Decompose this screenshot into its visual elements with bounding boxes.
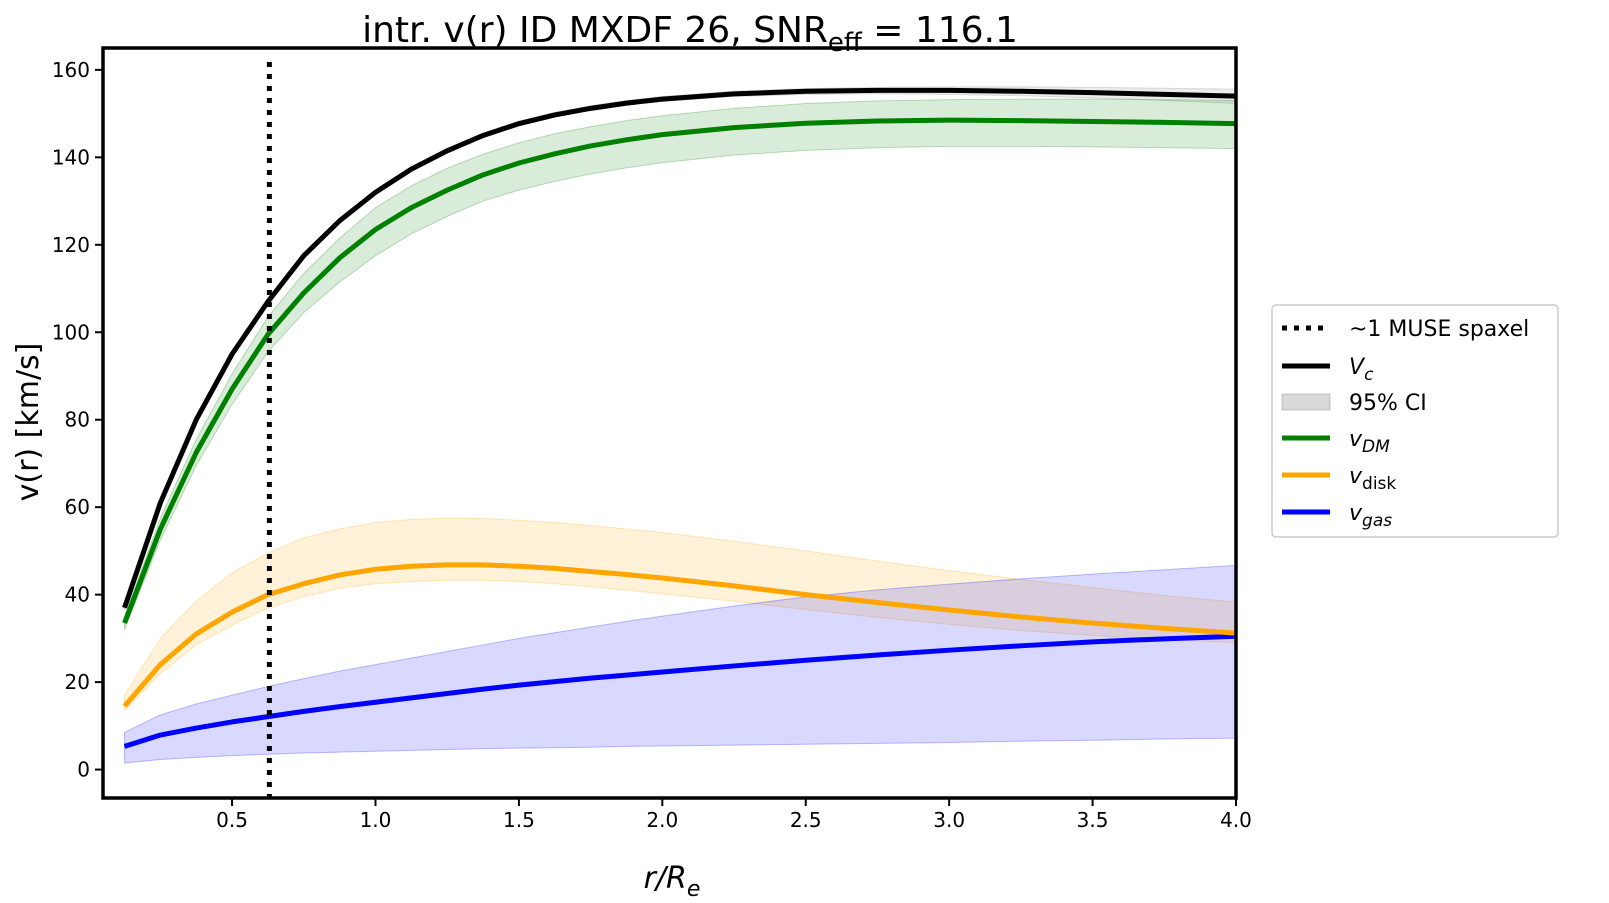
x-tick-label: 1.5	[503, 808, 535, 832]
x-axis: 0.5 1.0 1.5 2.0 2.5 3.0 3.5 4.0	[216, 798, 1252, 832]
y-axis: 0 20 40 60 80 100 120 140 160	[52, 58, 103, 782]
y-tick-label: 60	[65, 495, 90, 519]
x-axis-label: r/Re	[644, 861, 701, 902]
series-line-disk	[122, 562, 1237, 708]
legend-label-main: v	[1349, 501, 1363, 526]
legend-label-c: Vc	[1349, 355, 1374, 385]
legend-label-main: v	[1349, 464, 1363, 489]
legend-label-DM: vDM	[1349, 427, 1390, 457]
y-tick-label: 140	[52, 145, 90, 169]
y-tick-label: 20	[65, 670, 90, 694]
y-axis-label: v(r) [km/s]	[11, 343, 46, 502]
confidence-bands	[124, 86, 1237, 764]
x-tick-label: 1.0	[360, 808, 392, 832]
y-tick-label: 80	[65, 408, 90, 432]
legend-label-subscript: disk	[1362, 474, 1396, 494]
y-tick-label: 100	[52, 320, 90, 344]
x-axis-label-main: r/R	[644, 861, 687, 896]
x-tick-label: 2.5	[790, 808, 822, 832]
legend-label-main: V	[1349, 355, 1366, 380]
plot-frame	[101, 46, 1238, 800]
legend-swatch-ci	[1281, 393, 1331, 411]
x-tick-label: 3.0	[933, 808, 965, 832]
y-tick-label: 120	[52, 233, 90, 257]
legend-label-spaxel: ~1 MUSE spaxel	[1349, 317, 1529, 342]
chart-title-prefix: intr. v(r) ID MXDF 26, SNR	[362, 10, 828, 51]
y-tick-label: 40	[65, 583, 90, 607]
x-tick-label: 2.0	[646, 808, 678, 832]
legend-label-subscript: c	[1364, 365, 1374, 385]
legend-box	[1271, 304, 1559, 538]
legend-label-disk: vdisk	[1349, 464, 1396, 494]
legend-label-subscript: gas	[1362, 511, 1392, 531]
legend-label-gas: vgas	[1349, 501, 1392, 531]
series-lines	[122, 87, 1237, 749]
series-line-gas	[123, 633, 1237, 749]
y-tick-label: 0	[77, 758, 90, 782]
legend-label-ci: 95% CI	[1349, 391, 1427, 416]
y-tick-label: 160	[52, 58, 90, 82]
ci-band-c	[124, 86, 1237, 611]
x-tick-label: 0.5	[216, 808, 248, 832]
x-tick-label: 3.5	[1077, 808, 1109, 832]
chart-title-subscript: eff	[828, 28, 863, 58]
chart-title-suffix: = 116.1	[862, 10, 1018, 51]
series-line-DM	[122, 117, 1237, 624]
x-axis-label-subscript: e	[687, 877, 701, 902]
legend-label-subscript: DM	[1362, 437, 1390, 457]
legend-label-main: v	[1349, 427, 1363, 452]
x-tick-label: 4.0	[1220, 808, 1252, 832]
series-line-c	[122, 87, 1237, 609]
chart-title: intr. v(r) ID MXDF 26, SNReff = 116.1	[362, 10, 1018, 58]
